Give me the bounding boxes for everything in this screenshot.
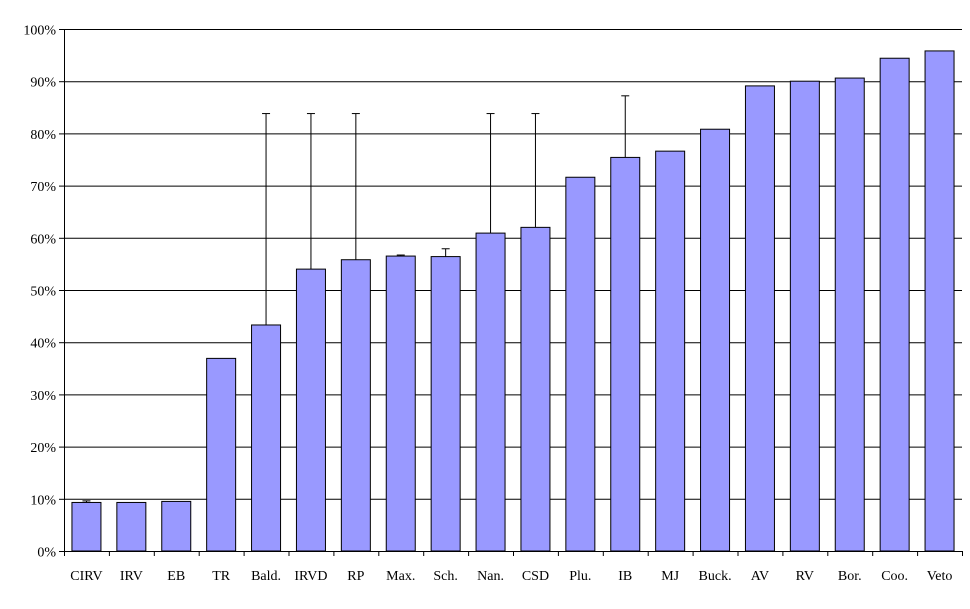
error-bars bbox=[82, 95, 630, 503]
bar-csd bbox=[520, 226, 551, 552]
x-category-label: TR bbox=[212, 569, 231, 584]
y-tick-label: 10% bbox=[30, 493, 56, 508]
x-category-label: Buck. bbox=[699, 569, 732, 584]
y-tick-label: 30% bbox=[30, 389, 56, 404]
x-category-label: IB bbox=[618, 569, 632, 584]
bar-buck bbox=[700, 128, 731, 552]
y-tick-label: 50% bbox=[30, 285, 56, 300]
x-category-label: Max. bbox=[386, 569, 415, 584]
x-category-label: IRV bbox=[120, 569, 143, 584]
bar-mj bbox=[655, 150, 686, 552]
y-tick-label: 80% bbox=[30, 128, 56, 143]
x-category-label: EB bbox=[167, 569, 185, 584]
bars bbox=[71, 50, 955, 552]
bar-bor bbox=[834, 77, 865, 552]
x-category-label: AV bbox=[751, 569, 769, 584]
y-tick-label: 60% bbox=[30, 232, 56, 247]
x-category-label: Bald. bbox=[251, 569, 281, 584]
y-tick-label: 70% bbox=[30, 180, 56, 195]
gridlines bbox=[64, 29, 962, 500]
bar-irvd bbox=[295, 268, 326, 552]
y-tick-label: 0% bbox=[37, 546, 56, 561]
bar-plu bbox=[565, 176, 596, 552]
bar-cirv bbox=[71, 501, 102, 552]
axes bbox=[64, 29, 963, 556]
bar-sch bbox=[430, 256, 461, 552]
bar-eb bbox=[161, 500, 192, 552]
bar-rp bbox=[340, 259, 371, 552]
bar-bald bbox=[251, 324, 282, 552]
y-axis-ticks: 0% 10% 20% 30% 40% 50% 60% 70% 80% 90% 100% bbox=[23, 24, 64, 561]
x-category-label: Nan. bbox=[477, 569, 504, 584]
bar-ib bbox=[610, 156, 641, 552]
y-tick-label: 20% bbox=[30, 441, 56, 456]
bar-tr bbox=[206, 357, 237, 552]
bar-coo bbox=[879, 57, 910, 552]
x-category-label: IRVD bbox=[294, 569, 327, 584]
x-category-label: Sch. bbox=[433, 569, 458, 584]
y-tick-label: 90% bbox=[30, 76, 56, 91]
y-tick-label: 100% bbox=[23, 24, 56, 39]
bar-irv bbox=[116, 501, 147, 552]
y-tick-label: 40% bbox=[30, 337, 56, 352]
x-category-label: Plu. bbox=[569, 569, 591, 584]
x-category-label: Coo. bbox=[881, 569, 908, 584]
x-category-label: Bor. bbox=[838, 569, 862, 584]
bar-av bbox=[744, 85, 775, 552]
bar-veto bbox=[924, 50, 955, 552]
x-category-label: MJ bbox=[661, 569, 679, 584]
x-category-label: CIRV bbox=[70, 569, 102, 584]
bar-max bbox=[385, 255, 416, 552]
bar-nan bbox=[475, 232, 506, 552]
x-category-label: RV bbox=[796, 569, 814, 584]
x-category-label: CSD bbox=[522, 569, 549, 584]
x-category-label: Veto bbox=[927, 569, 953, 584]
x-axis-labels: CIRV IRV EB TR Bald. IRVD RP Max. Sch. Nan. CSD Plu… bbox=[70, 569, 952, 584]
x-category-label: RP bbox=[347, 569, 364, 584]
bar-rv bbox=[789, 80, 820, 552]
